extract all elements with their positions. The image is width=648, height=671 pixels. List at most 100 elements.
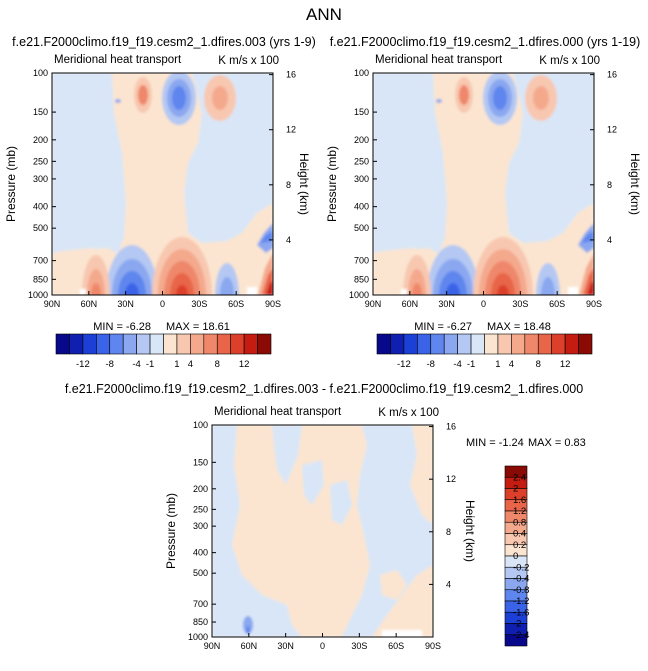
panel-a-ylabel-right: Height (km) <box>297 153 311 215</box>
panel-a-max-label: MAX = 18.61 <box>166 321 230 333</box>
panel-b-title: f.e21.F2000climo.f19_f19.cesm2_1.dfires.… <box>330 35 641 49</box>
colorbar-label: 12 <box>239 359 250 370</box>
panel-a-ytick-right-label: 12 <box>286 125 296 135</box>
colorbar-label: 2 <box>513 484 518 495</box>
panel-b-max-label: MAX = 18.48 <box>487 321 551 333</box>
colorbar-panel-a: -12 -8 -4 -1 1 4 8 12 <box>55 333 272 370</box>
panel-c-xtick-label: 90N <box>204 641 221 651</box>
colorbar-label: -0.4 <box>513 574 529 585</box>
colorbar-swatch <box>551 333 566 355</box>
panel-a-min-label: MIN = -6.28 <box>93 321 151 333</box>
panel-a-ytick-label: 200 <box>33 135 48 145</box>
panel-c-xtick-label: 0 <box>320 641 325 651</box>
colorbar-label: -0.2 <box>513 562 529 573</box>
colorbar-panel-b: -12 -8 -4 -1 1 4 8 12 <box>376 333 593 370</box>
colorbar-swatch <box>470 333 485 355</box>
colorbar-swatch <box>176 333 191 355</box>
panel-b-xtick-label: 30N <box>438 299 455 309</box>
panel-a-ytick-label: 250 <box>33 156 48 166</box>
colorbar-swatch <box>511 333 526 355</box>
panel-a-subtitle-right: K m/s x 100 <box>218 55 279 67</box>
panel-b-ytick-right-label: 12 <box>607 125 617 135</box>
panel-a: f.e21.F2000climo.f19_f19.cesm2_1.dfires.… <box>4 35 316 333</box>
panel-b-subtitle-right: K m/s x 100 <box>539 55 600 67</box>
panel-a-axes: 90N 60N 30N 0 30S 60S 90S 100 150 200 250 300 400 500… <box>28 68 296 309</box>
panel-c-xtick-label: 30S <box>351 641 367 651</box>
panel-a-heatmap <box>52 73 273 295</box>
colorbar-label: 0.2 <box>513 540 526 551</box>
colorbar-label: -4 <box>453 359 461 370</box>
panel-b-ytick-label: 1000 <box>349 290 369 300</box>
panel-b-ytick-label: 150 <box>354 107 369 117</box>
colorbar-swatch <box>484 333 499 355</box>
panel-c-ytick-label: 1000 <box>188 632 208 642</box>
panel-c-subtitle-right: K m/s x 100 <box>378 407 439 419</box>
colorbar-label: 8 <box>215 359 220 370</box>
panel-b-ytick-label: 100 <box>354 68 369 78</box>
panel-b-ytick-label: 700 <box>354 256 369 266</box>
colorbar-label: -1.6 <box>513 607 529 618</box>
colorbar-label: 0 <box>513 551 518 562</box>
panel-a-xtick-label: 90S <box>265 299 281 309</box>
colorbar-label: -0.8 <box>513 585 529 596</box>
colorbar-label: -8 <box>106 359 114 370</box>
panel-b-ylabel: Pressure (mb) <box>325 146 339 222</box>
panel-a-xtick-label: 0 <box>160 299 165 309</box>
colorbar-swatch <box>537 333 552 355</box>
colorbar-swatch <box>69 333 84 355</box>
panel-c-ytick-label: 850 <box>193 617 208 627</box>
panel-a-xtick-label: 90N <box>44 299 61 309</box>
panel-a-ytick-right-label: 8 <box>286 180 291 190</box>
colorbar-label: -1 <box>146 359 154 370</box>
panel-b-xtick-label: 90S <box>586 299 602 309</box>
panel-c-ytick-right-label: 4 <box>446 579 451 589</box>
colorbar-label: 8 <box>536 359 541 370</box>
colorbar-label: 2.4 <box>513 472 526 483</box>
panel-a-ytick-label: 1000 <box>28 290 48 300</box>
panel-a-ytick-label: 500 <box>33 223 48 233</box>
panel-c-heatmap <box>212 425 433 637</box>
panel-b-ytick-right-label: 16 <box>607 70 617 80</box>
colorbar-swatch <box>203 333 218 355</box>
panel-c-ytick-label: 400 <box>193 548 208 558</box>
panel-a-xtick-label: 60S <box>228 299 244 309</box>
colorbar-label: 1.6 <box>513 495 526 506</box>
panel-c-subtitle-left: Meridional heat transport <box>214 406 342 418</box>
colorbar-label: 4 <box>509 359 514 370</box>
panel-a-ytick-label: 100 <box>33 68 48 78</box>
colorbar-label: -8 <box>427 359 435 370</box>
colorbar-label: 1 <box>174 359 179 370</box>
panel-c-title: f.e21.F2000climo.f19_f19.cesm2_1.dfires.… <box>65 382 583 396</box>
panel-c-ytick-label: 500 <box>193 568 208 578</box>
panel-c-xtick-label: 60N <box>241 641 258 651</box>
panel-c: f.e21.F2000climo.f19_f19.cesm2_1.dfires.… <box>65 382 586 638</box>
panel-a-ytick-right-label: 16 <box>286 70 296 80</box>
page-title: ANN <box>306 5 342 24</box>
colorbar-label: 12 <box>560 359 571 370</box>
panel-c-axes: 90N 60N 30N 0 30S 60S 90S 100 150 200 250 300 400 500… <box>188 420 456 651</box>
colorbar-swatch <box>390 333 405 355</box>
panel-a-xtick-label: 60N <box>81 299 98 309</box>
colorbar-label: -2.4 <box>513 630 529 641</box>
panel-b-ylabel-right: Height (km) <box>628 153 642 215</box>
colorbar-swatch <box>243 333 258 355</box>
panel-a-ytick-right-label: 4 <box>286 235 291 245</box>
panel-a-ytick-label: 850 <box>33 274 48 284</box>
panel-b-heatmap <box>373 73 594 295</box>
panel-a-xtick-label: 30N <box>117 299 134 309</box>
panel-a-ytick-label: 400 <box>33 202 48 212</box>
colorbar-swatch <box>578 333 593 355</box>
panel-c-ytick-label: 200 <box>193 484 208 494</box>
colorbar-panel-c: 2.421.61.20.80.40.20-0.2-0.4-0.8-1.2-1.6… <box>504 465 529 647</box>
colorbar-swatch <box>149 333 164 355</box>
colorbar-label: 1 <box>495 359 500 370</box>
panel-b-xtick-label: 60S <box>549 299 565 309</box>
colorbar-swatch <box>163 333 178 355</box>
colorbar-swatch <box>82 333 97 355</box>
colorbar-swatch <box>122 333 137 355</box>
panel-b-ytick-label: 300 <box>354 174 369 184</box>
panel-b-ytick-label: 250 <box>354 156 369 166</box>
colorbar-swatch <box>524 333 539 355</box>
colorbar-swatch <box>457 333 472 355</box>
colorbar-swatch <box>190 333 205 355</box>
